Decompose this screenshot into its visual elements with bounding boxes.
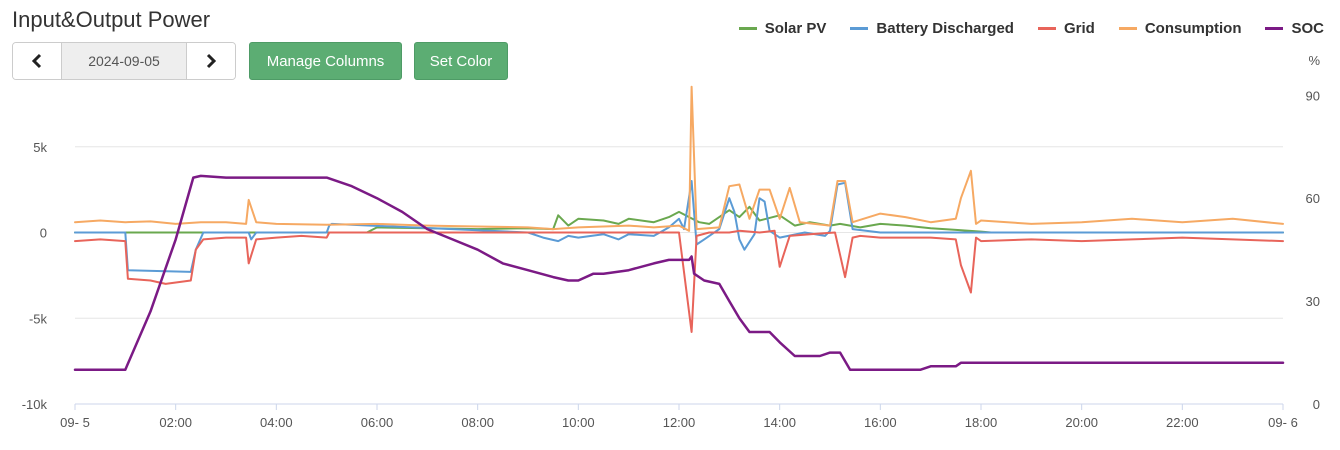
legend-item-grid[interactable]: Grid — [1037, 20, 1095, 37]
legend-item-solar-pv[interactable]: Solar PV — [738, 20, 827, 37]
y-left-tick-label: -10k — [22, 397, 48, 412]
legend-label: SOC — [1291, 20, 1324, 37]
legend-label: Grid — [1063, 20, 1095, 37]
next-date-button[interactable] — [187, 43, 235, 79]
legend-item-battery-discharged[interactable]: Battery Discharged — [850, 20, 1014, 37]
chart-legend: Solar PV Battery Discharged Grid Consumptio… — [738, 20, 1324, 37]
series-line-consumption — [74, 85, 1284, 232]
legend-swatch — [850, 27, 869, 30]
x-tick-label: 02:00 — [159, 415, 192, 430]
x-tick-label: 09- 6 — [1268, 415, 1298, 430]
x-tick-label: 09- 5 — [60, 415, 90, 430]
legend-swatch — [1037, 27, 1056, 30]
set-color-button[interactable]: Set Color — [414, 42, 508, 80]
x-tick-label: 14:00 — [763, 415, 796, 430]
x-tick-label: 08:00 — [461, 415, 494, 430]
date-display[interactable]: 2024-09-05 — [61, 43, 187, 79]
legend-item-soc[interactable]: SOC — [1265, 20, 1324, 37]
manage-columns-button[interactable]: Manage Columns — [249, 42, 402, 80]
chevron-right-icon — [206, 53, 217, 69]
chart-title: Input&Output Power — [12, 7, 211, 32]
y-right-unit-label: % — [1308, 53, 1320, 68]
series-line-soc — [73, 174, 1285, 371]
series-line-grid — [74, 229, 1284, 333]
y-right-tick-label: 90 — [1306, 88, 1320, 103]
chevron-left-icon — [31, 53, 42, 69]
y-right-tick-label: 30 — [1306, 294, 1320, 309]
y-right-tick-label: 60 — [1306, 191, 1320, 206]
y-left-tick-label: -5k — [29, 311, 48, 326]
legend-swatch — [1265, 27, 1284, 30]
x-tick-label: 10:00 — [562, 415, 595, 430]
y-right-tick-label: 0 — [1313, 397, 1320, 412]
legend-item-consumption[interactable]: Consumption — [1118, 20, 1242, 37]
series-line-battery-discharged — [74, 180, 1284, 273]
x-tick-label: 04:00 — [260, 415, 293, 430]
x-tick-label: 06:00 — [361, 415, 394, 430]
y-left-tick-label: 0 — [40, 226, 47, 241]
legend-swatch — [1118, 27, 1137, 30]
x-tick-label: 16:00 — [864, 415, 897, 430]
legend-label: Solar PV — [764, 20, 827, 37]
x-tick-label: 22:00 — [1166, 415, 1199, 430]
prev-date-button[interactable] — [13, 43, 61, 79]
y-left-tick-label: 5k — [33, 140, 47, 155]
x-tick-label: 12:00 — [663, 415, 696, 430]
date-navigator: 2024-09-05 — [12, 42, 236, 80]
x-tick-label: 18:00 — [965, 415, 998, 430]
legend-label: Battery Discharged — [876, 20, 1014, 37]
legend-swatch — [738, 27, 757, 30]
legend-label: Consumption — [1144, 20, 1242, 37]
x-tick-label: 20:00 — [1065, 415, 1098, 430]
